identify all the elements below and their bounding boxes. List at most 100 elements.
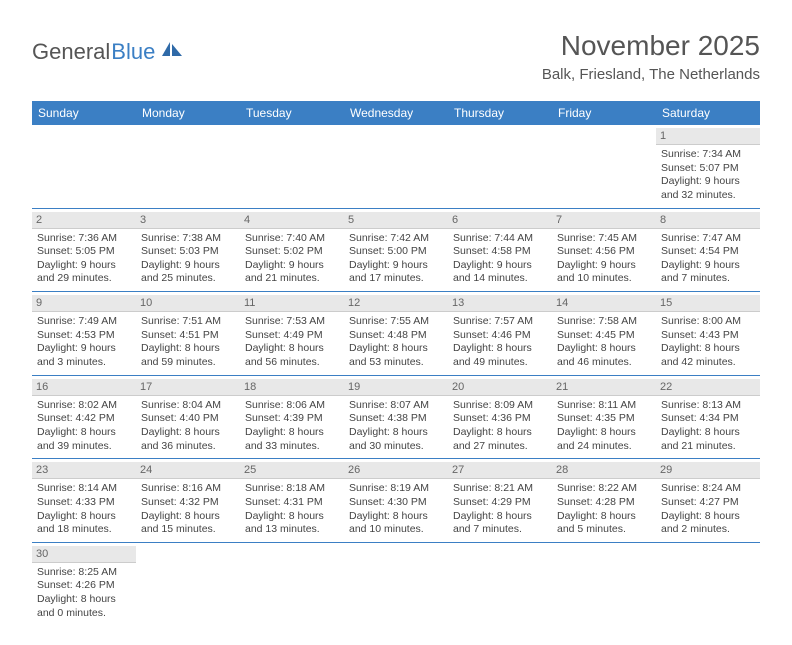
weekday-header: Sunday [32, 101, 136, 125]
weekday-header: Friday [552, 101, 656, 125]
day-number: 5 [344, 212, 448, 229]
calendar-day-cell [240, 542, 344, 625]
day-number: 25 [240, 462, 344, 479]
calendar-day-cell: 18Sunrise: 8:06 AMSunset: 4:39 PMDayligh… [240, 375, 344, 459]
calendar-day-cell: 4Sunrise: 7:40 AMSunset: 5:02 PMDaylight… [240, 208, 344, 292]
calendar-body: 1Sunrise: 7:34 AMSunset: 5:07 PMDaylight… [32, 125, 760, 625]
sunrise-text: Sunrise: 8:19 AM [349, 482, 443, 496]
day-details: Sunrise: 8:07 AMSunset: 4:38 PMDaylight:… [349, 399, 443, 454]
day-details: Sunrise: 7:49 AMSunset: 4:53 PMDaylight:… [37, 315, 131, 370]
calendar-day-cell [448, 125, 552, 208]
daylight-text: Daylight: 8 hours and 56 minutes. [245, 342, 339, 369]
daylight-text: Daylight: 8 hours and 18 minutes. [37, 510, 131, 537]
sunrise-text: Sunrise: 8:16 AM [141, 482, 235, 496]
day-number: 7 [552, 212, 656, 229]
daylight-text: Daylight: 8 hours and 59 minutes. [141, 342, 235, 369]
day-number: 30 [32, 546, 136, 563]
calendar-day-cell: 6 Sunrise: 7:44 AMSunset: 4:58 PMDaylight… [448, 208, 552, 292]
daylight-text: Daylight: 8 hours and 27 minutes. [453, 426, 547, 453]
daylight-text: Daylight: 8 hours and 30 minutes. [349, 426, 443, 453]
sunrise-text: Sunrise: 8:14 AM [37, 482, 131, 496]
sunrise-text: Sunrise: 8:07 AM [349, 399, 443, 413]
sunset-text: Sunset: 4:54 PM [661, 245, 755, 259]
day-number: 21 [552, 379, 656, 396]
logo-text-blue: Blue [111, 39, 155, 65]
sunset-text: Sunset: 5:02 PM [245, 245, 339, 259]
sunset-text: Sunset: 4:40 PM [141, 412, 235, 426]
sunrise-text: Sunrise: 7:44 AM [453, 232, 547, 246]
day-number: 16 [32, 379, 136, 396]
day-details: Sunrise: 7:44 AMSunset: 4:58 PMDaylight:… [453, 232, 547, 287]
day-details: Sunrise: 8:22 AMSunset: 4:28 PMDaylight:… [557, 482, 651, 537]
day-number: 17 [136, 379, 240, 396]
logo: GeneralBlue [32, 38, 184, 66]
sunset-text: Sunset: 4:39 PM [245, 412, 339, 426]
calendar-day-cell: 11Sunrise: 7:53 AMSunset: 4:49 PMDayligh… [240, 292, 344, 376]
calendar-day-cell [552, 125, 656, 208]
day-details: Sunrise: 7:58 AMSunset: 4:45 PMDaylight:… [557, 315, 651, 370]
sunset-text: Sunset: 4:36 PM [453, 412, 547, 426]
day-details: Sunrise: 7:34 AMSunset: 5:07 PMDaylight:… [661, 148, 755, 203]
title-block: November 2025 Balk, Friesland, The Nethe… [542, 30, 760, 83]
sunrise-text: Sunrise: 8:18 AM [245, 482, 339, 496]
sunset-text: Sunset: 4:33 PM [37, 496, 131, 510]
month-title: November 2025 [542, 30, 760, 62]
sunset-text: Sunset: 4:58 PM [453, 245, 547, 259]
day-details: Sunrise: 8:24 AMSunset: 4:27 PMDaylight:… [661, 482, 755, 537]
sunrise-text: Sunrise: 8:11 AM [557, 399, 651, 413]
sunset-text: Sunset: 5:07 PM [661, 162, 755, 176]
sunrise-text: Sunrise: 7:55 AM [349, 315, 443, 329]
location: Balk, Friesland, The Netherlands [542, 66, 760, 83]
sunrise-text: Sunrise: 8:25 AM [37, 566, 131, 580]
sunset-text: Sunset: 4:51 PM [141, 329, 235, 343]
day-number: 23 [32, 462, 136, 479]
calendar-day-cell: 5Sunrise: 7:42 AMSunset: 5:00 PMDaylight… [344, 208, 448, 292]
weekday-header: Thursday [448, 101, 552, 125]
day-details: Sunrise: 8:18 AMSunset: 4:31 PMDaylight:… [245, 482, 339, 537]
calendar-day-cell: 20Sunrise: 8:09 AMSunset: 4:36 PMDayligh… [448, 375, 552, 459]
daylight-text: Daylight: 9 hours and 29 minutes. [37, 259, 131, 286]
calendar-day-cell: 17Sunrise: 8:04 AMSunset: 4:40 PMDayligh… [136, 375, 240, 459]
daylight-text: Daylight: 8 hours and 39 minutes. [37, 426, 131, 453]
sunrise-text: Sunrise: 8:24 AM [661, 482, 755, 496]
day-number: 3 [136, 212, 240, 229]
calendar-day-cell [344, 542, 448, 625]
day-number: 2 [32, 212, 136, 229]
sunset-text: Sunset: 4:32 PM [141, 496, 235, 510]
calendar-day-cell: 23 Sunrise: 8:14 AMSunset: 4:33 PMDayligh… [32, 459, 136, 543]
day-details: Sunrise: 7:55 AMSunset: 4:48 PMDaylight:… [349, 315, 443, 370]
day-details: Sunrise: 8:00 AMSunset: 4:43 PMDaylight:… [661, 315, 755, 370]
day-number: 28 [552, 462, 656, 479]
daylight-text: Daylight: 8 hours and 10 minutes. [349, 510, 443, 537]
sunset-text: Sunset: 4:56 PM [557, 245, 651, 259]
calendar-day-cell: 7Sunrise: 7:45 AMSunset: 4:56 PMDaylight… [552, 208, 656, 292]
calendar-day-cell: 14 Sunrise: 7:58 AMSunset: 4:45 PMDayligh… [552, 292, 656, 376]
calendar-day-cell: 8Sunrise: 7:47 AMSunset: 4:54 PMDaylight… [656, 208, 760, 292]
day-number: 9 [32, 295, 136, 312]
calendar-day-cell: 19Sunrise: 8:07 AMSunset: 4:38 PMDayligh… [344, 375, 448, 459]
daylight-text: Daylight: 8 hours and 33 minutes. [245, 426, 339, 453]
day-number: 22 [656, 379, 760, 396]
sunrise-text: Sunrise: 7:38 AM [141, 232, 235, 246]
sunset-text: Sunset: 4:30 PM [349, 496, 443, 510]
sunset-text: Sunset: 4:28 PM [557, 496, 651, 510]
day-number: 14 [552, 295, 656, 312]
sunrise-text: Sunrise: 7:58 AM [557, 315, 651, 329]
calendar-week-row: 23Sunrise: 8:14 AMSunset: 4:33 PMDayligh… [32, 459, 760, 543]
daylight-text: Daylight: 9 hours and 21 minutes. [245, 259, 339, 286]
sunrise-text: Sunrise: 7:45 AM [557, 232, 651, 246]
daylight-text: Daylight: 9 hours and 17 minutes. [349, 259, 443, 286]
logo-text-general: General [32, 39, 110, 65]
calendar-day-cell: 22Sunrise: 8:13 AMSunset: 4:34 PMDayligh… [656, 375, 760, 459]
day-number: 15 [656, 295, 760, 312]
sunrise-text: Sunrise: 8:09 AM [453, 399, 547, 413]
sunset-text: Sunset: 4:26 PM [37, 579, 131, 593]
sunset-text: Sunset: 4:45 PM [557, 329, 651, 343]
day-number: 6 [448, 212, 552, 229]
calendar-day-cell [448, 542, 552, 625]
calendar-day-cell [344, 125, 448, 208]
day-details: Sunrise: 8:02 AMSunset: 4:42 PMDaylight:… [37, 399, 131, 454]
calendar-table: SundayMondayTuesdayWednesdayThursdayFrid… [32, 101, 760, 625]
sunset-text: Sunset: 4:48 PM [349, 329, 443, 343]
sunset-text: Sunset: 4:27 PM [661, 496, 755, 510]
